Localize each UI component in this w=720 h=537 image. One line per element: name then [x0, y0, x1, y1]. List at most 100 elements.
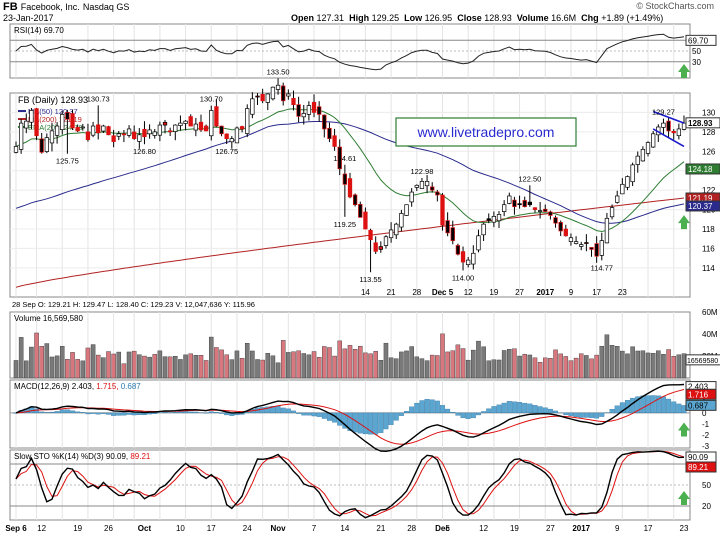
volume-bar	[429, 354, 435, 379]
macd-histogram-bar	[676, 403, 682, 414]
candle-body	[676, 128, 682, 137]
candle-body	[645, 142, 651, 154]
volume-bar	[548, 358, 553, 379]
macd-histogram-bar	[183, 411, 189, 414]
bottom-axis-label: 21	[376, 524, 385, 533]
volume-bar	[388, 357, 394, 379]
volume-bar	[563, 356, 569, 379]
candle-body	[34, 108, 39, 137]
sto-k-line	[15, 450, 685, 519]
candle-body	[168, 130, 173, 133]
candle-body	[75, 127, 80, 132]
candle-body	[394, 223, 399, 236]
candle-body	[193, 123, 198, 131]
bottom-axis-label: 28	[407, 524, 416, 533]
candle-body	[450, 227, 455, 242]
candle-body	[198, 121, 204, 131]
price-annotation: 133.50	[267, 67, 290, 76]
candle-body	[512, 199, 517, 208]
volume-bar	[301, 353, 307, 379]
livetradepro-box	[395, 117, 577, 147]
rsi-value-tag-text: 69.70	[688, 36, 709, 45]
macd-line	[15, 383, 685, 453]
volume-bar	[142, 355, 147, 379]
volume-bar	[630, 346, 635, 379]
candle-body	[214, 106, 219, 127]
volume-bar	[517, 355, 522, 379]
macd-histogram-bar	[301, 412, 307, 416]
volume-bar	[244, 343, 250, 379]
volume-bar	[131, 350, 137, 379]
candle-body	[430, 186, 435, 191]
macd-histogram-bar	[378, 412, 384, 433]
macd-histogram-bar	[589, 412, 594, 418]
candle-body	[599, 240, 604, 256]
volume-bar	[203, 360, 209, 379]
volume-bar	[224, 354, 229, 379]
price-value-tag-text: 124.18	[688, 165, 713, 174]
macd-histogram-bar	[39, 411, 45, 414]
volume-bar	[311, 351, 317, 379]
close-value: 128.93	[484, 13, 512, 23]
sto-value-tag-text: 90.09	[688, 453, 709, 462]
volume-bar	[399, 351, 404, 379]
volume-bar	[316, 357, 322, 379]
price-annotation: 113.55	[359, 275, 381, 284]
volume-bar	[265, 353, 271, 379]
volume-bar	[368, 353, 373, 379]
macd-histogram-bar	[362, 412, 368, 435]
volume-bar	[527, 354, 533, 379]
volume-bar	[239, 358, 245, 379]
volume-bar	[661, 354, 666, 379]
bottom-axis-label: 26	[104, 524, 113, 533]
volume-bar	[589, 358, 594, 379]
volume-bar	[609, 345, 615, 379]
candle-body	[352, 194, 358, 206]
candle-body	[666, 120, 671, 132]
candle-body	[424, 181, 430, 187]
ticker-header: FB Facebook, Inc. Nasdaq GS	[3, 1, 129, 13]
candle-body	[209, 110, 214, 137]
candle-body	[527, 201, 532, 206]
volume-bar	[173, 356, 178, 379]
volume-bar	[24, 360, 29, 379]
candle-body	[620, 183, 625, 195]
macd-histogram-bar	[429, 399, 435, 414]
candle-body	[265, 93, 270, 103]
candle-body	[630, 164, 635, 183]
volume-tick-label: 60M	[702, 308, 718, 317]
price-annotation: 126.80	[133, 147, 156, 156]
volume-value-tag-text: 16569580	[687, 358, 718, 365]
volume-bar	[352, 349, 358, 379]
candle-body	[101, 125, 106, 132]
volume-bar	[18, 337, 24, 379]
macd-histogram-bar	[208, 411, 214, 414]
macd-histogram-bar	[193, 411, 199, 414]
volume-bar	[229, 359, 235, 379]
sto-value-tag	[685, 461, 717, 473]
volume-bar	[635, 350, 641, 379]
price-x-label: 9	[569, 288, 574, 297]
candle-body	[337, 146, 342, 170]
macd-histogram-bar	[517, 402, 523, 414]
macd-histogram-bar	[121, 412, 127, 416]
volume-bar	[445, 351, 450, 379]
volume-bar	[178, 359, 183, 379]
candle-body	[537, 210, 543, 212]
candle-body	[609, 207, 615, 218]
volume-bar	[322, 346, 327, 379]
channel-bottom-line	[652, 128, 685, 148]
candle-body	[85, 131, 91, 140]
sto-d-line	[15, 450, 685, 517]
volume-bar	[337, 340, 342, 379]
macd-histogram-bar	[501, 402, 507, 414]
bottom-axis-label: 17	[207, 524, 216, 533]
candle-body	[162, 121, 168, 126]
ohlc-info-bar: 28 Sep O: 129.21 H: 129.47 L: 128.40 C: …	[12, 300, 255, 309]
volume-bar	[260, 359, 265, 379]
volume-bar	[209, 336, 214, 379]
macd-histogram-bar	[440, 405, 445, 414]
macd-histogram-bar	[106, 412, 111, 415]
candle-body	[301, 113, 306, 118]
candle-body	[296, 104, 301, 117]
